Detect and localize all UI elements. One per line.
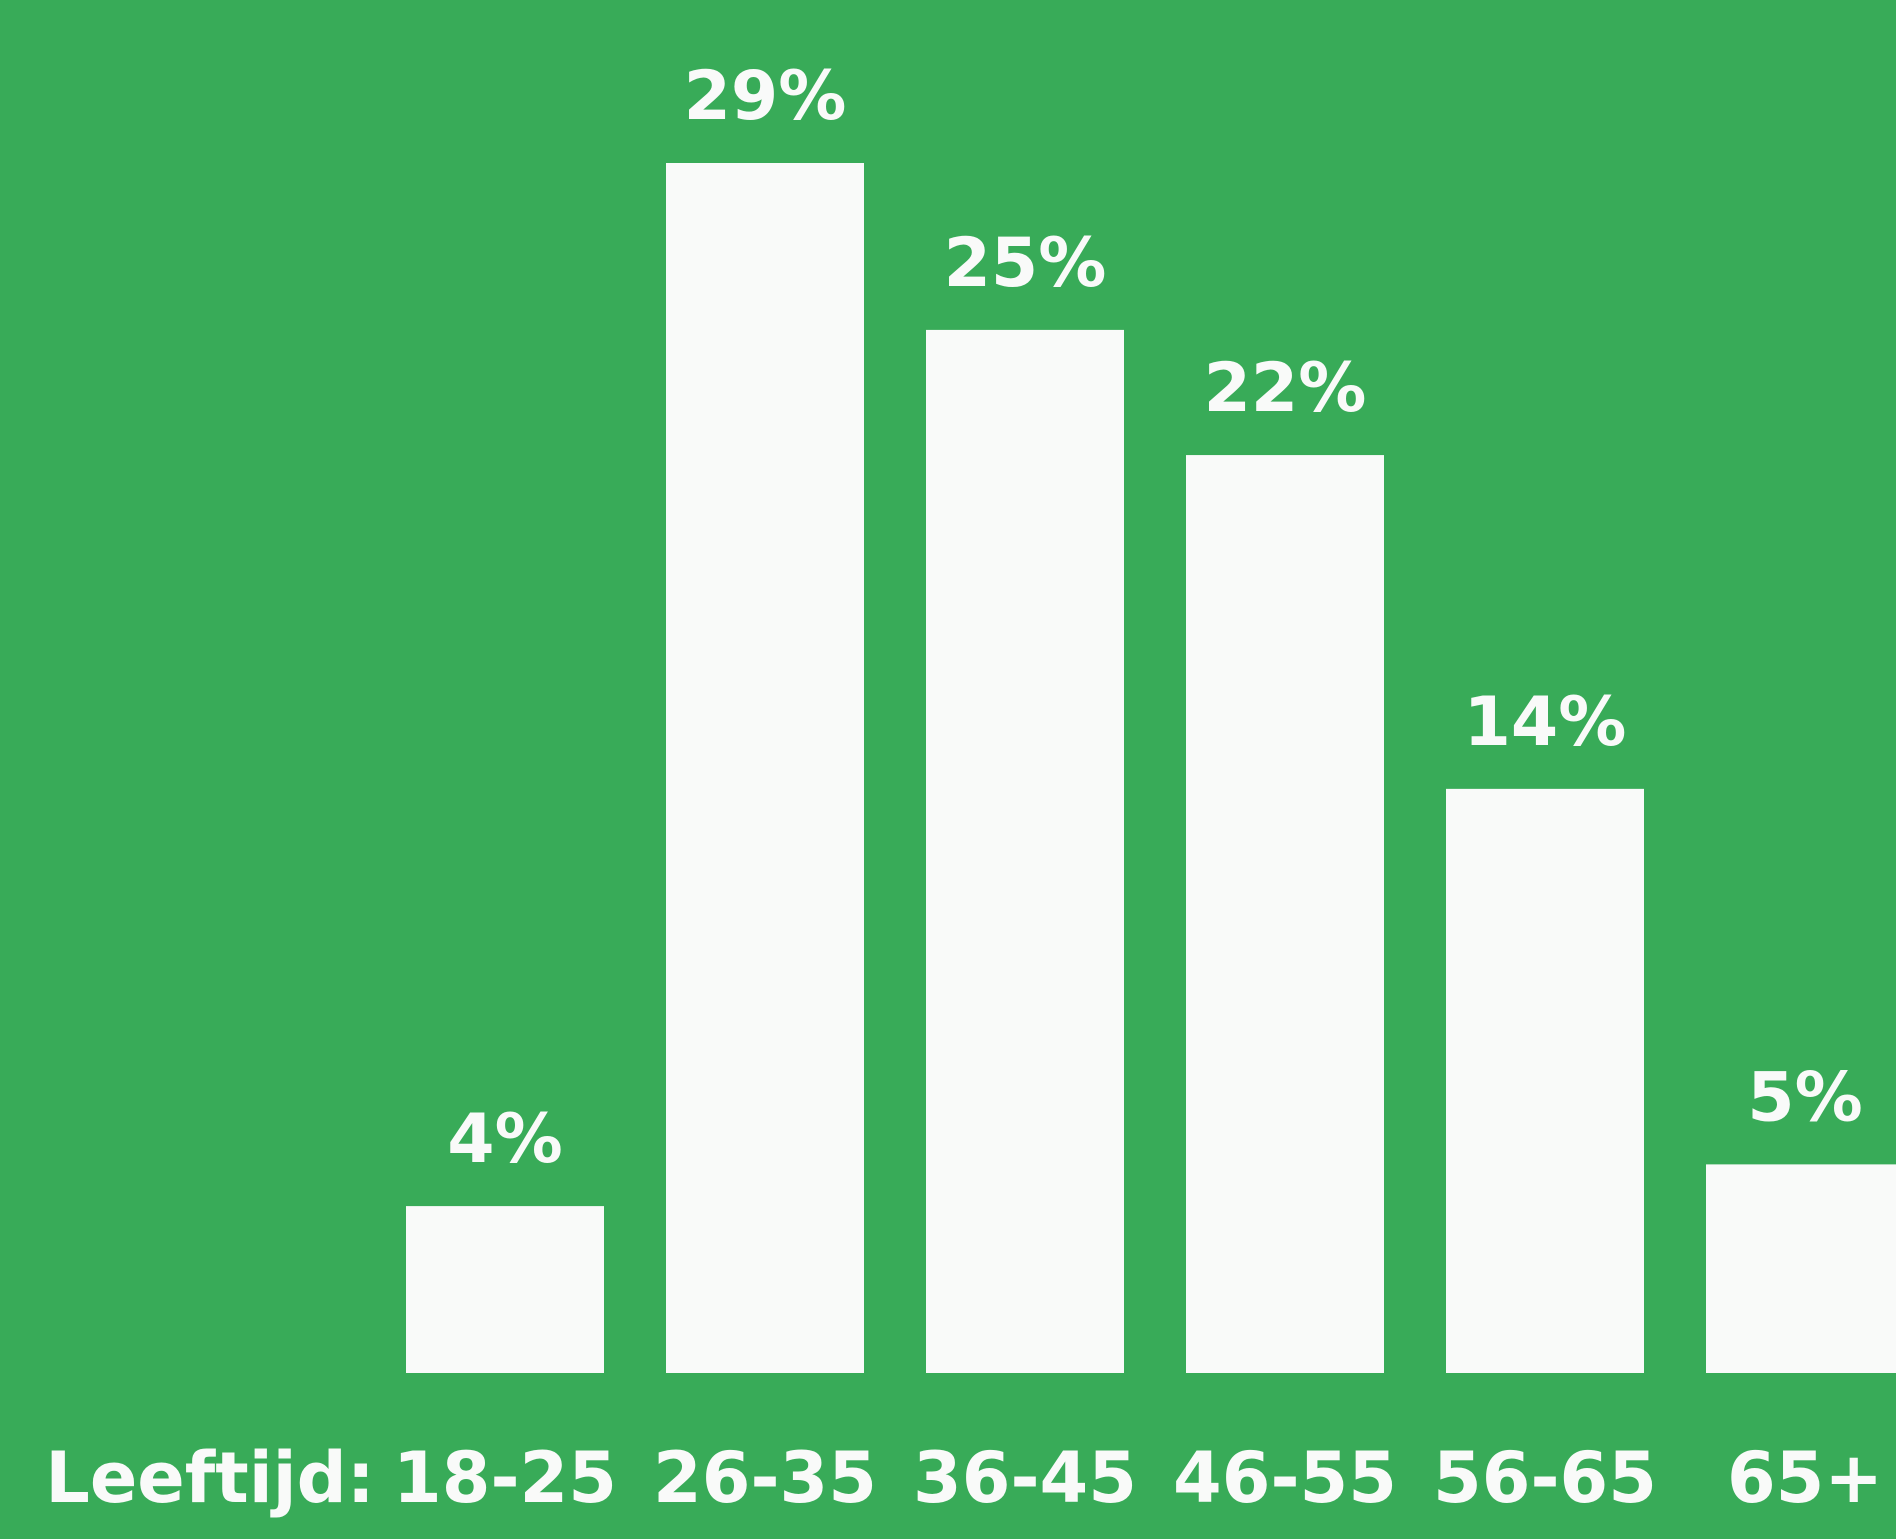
tick-label-36-45: 36-45 [913,1437,1137,1519]
value-labels-group: 4% 29% 25% 22% 14% 5% [447,57,1862,1179]
x-axis-label: Leeftijd: [45,1437,375,1519]
tick-label-56-65: 56-65 [1433,1437,1657,1519]
bar-18-25 [406,1206,604,1373]
bar-26-35 [666,163,864,1373]
bar-46-55 [1186,455,1384,1373]
value-label-26-35: 29% [684,57,847,136]
tick-label-18-25: 18-25 [393,1437,617,1519]
value-label-56-65: 14% [1464,683,1627,762]
bar-65+ [1706,1164,1896,1373]
tick-label-65+: 65+ [1727,1437,1883,1519]
value-label-18-25: 4% [447,1100,562,1179]
bar-36-45 [926,329,1124,1374]
bars-group [406,163,1896,1374]
value-label-65+: 5% [1747,1058,1862,1137]
bar-56-65 [1446,788,1644,1373]
tick-label-26-35: 26-35 [653,1437,877,1519]
tick-labels-group: 18-25 26-35 36-45 46-55 56-65 65+ [393,1437,1883,1519]
value-label-36-45: 25% [944,224,1107,303]
tick-label-46-55: 46-55 [1173,1437,1397,1519]
value-label-46-55: 22% [1204,349,1367,428]
